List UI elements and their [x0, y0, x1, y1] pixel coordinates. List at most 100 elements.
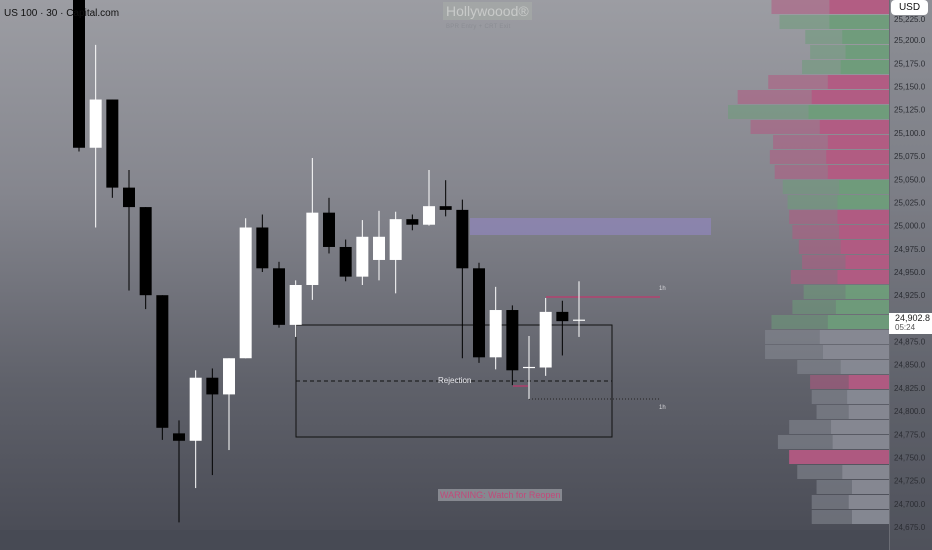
volume-profile-bar-value-area: [811, 90, 889, 104]
candle-body: [406, 219, 419, 225]
volume-profile-bar-value-area: [819, 330, 889, 344]
candle: [156, 295, 169, 440]
volume-profile-row: [768, 75, 889, 89]
volume-profile-bar-value-area: [822, 345, 889, 359]
candle: [106, 99, 119, 198]
watermark-subtitle: BPR Entry + CRT Exit: [446, 24, 511, 30]
candle-body: [173, 433, 186, 441]
candle: [489, 286, 502, 370]
imbalance-zone: [470, 218, 711, 235]
volume-profile-bar-value-area: [827, 315, 889, 329]
candle-body: [539, 311, 552, 368]
candle: [273, 261, 286, 328]
candle-body: [239, 227, 252, 359]
volume-profile-bar-value-area: [848, 495, 889, 509]
volume-profile-row: [798, 240, 889, 254]
volume-profile-bar-value-area: [827, 75, 889, 89]
volume-profile-bar-value-area: [829, 0, 889, 14]
candle: [573, 281, 586, 337]
candle-body: [356, 236, 369, 277]
candle-body: [306, 212, 319, 285]
volume-profile-bar-value-area: [840, 60, 889, 74]
volume-profile-bar-value-area: [840, 360, 889, 374]
candle-body: [223, 358, 236, 395]
candle-body: [439, 206, 452, 210]
volume-profile-bar-value-area: [845, 285, 889, 299]
candle: [256, 214, 269, 273]
volume-profile: [728, 0, 889, 524]
volume-profile-bar-value-area: [845, 255, 889, 269]
current-price-label: 24,902.8 05:24: [889, 313, 932, 334]
candle-body: [389, 219, 402, 260]
candle: [456, 199, 469, 359]
candle: [189, 370, 202, 489]
candle: [73, 0, 85, 152]
volume-profile-row: [774, 165, 889, 179]
candle-body: [339, 246, 352, 277]
volume-profile-bar-value-area: [835, 300, 889, 314]
candle: [473, 262, 486, 363]
candle: [306, 157, 319, 300]
volume-profile-row: [797, 465, 889, 479]
candle: [339, 239, 352, 282]
bar-countdown: 05:24: [895, 323, 916, 332]
candle-body: [89, 99, 102, 148]
candle-body: [206, 377, 219, 395]
volume-profile-row: [789, 450, 889, 464]
volume-profile-row: [782, 180, 889, 194]
price-axis[interactable]: [889, 0, 932, 550]
candle-body: [489, 310, 502, 358]
volume-profile-row: [802, 60, 889, 74]
volume-profile-bar-value-area: [837, 210, 889, 224]
candle-body: [423, 206, 436, 225]
volume-profile-row: [787, 195, 889, 209]
volume-profile-bar-value-area: [808, 105, 889, 119]
volume-profile-bar-value-area: [837, 195, 889, 209]
candle: [406, 214, 419, 231]
candle: [89, 44, 102, 228]
volume-profile-row: [769, 150, 889, 164]
candle: [223, 358, 236, 451]
volume-profile-row: [789, 420, 889, 434]
volume-profile-bar-value-area: [826, 150, 889, 164]
volume-profile-row: [765, 345, 889, 359]
candle-body: [289, 284, 302, 325]
volume-profile-row: [810, 45, 889, 59]
volume-profile-row: [802, 255, 889, 269]
volume-profile-bar-value-area: [851, 510, 889, 524]
candle-body: [373, 236, 386, 260]
volume-profile-bar-value-area: [837, 270, 889, 284]
timeframe-label-bottom: 1h: [659, 405, 666, 411]
volume-profile-bar-value-area: [845, 45, 889, 59]
volume-profile-row: [771, 315, 889, 329]
candle-body: [73, 0, 85, 148]
volume-profile-bar-value-area: [851, 480, 889, 494]
volume-profile-row: [816, 480, 889, 494]
time-axis[interactable]: [0, 530, 889, 550]
volume-profile-bar-value-area: [839, 225, 889, 239]
candles: [73, 0, 586, 523]
candle: [523, 335, 536, 400]
candle: [139, 207, 152, 310]
volume-profile-bar-value-area: [829, 15, 889, 29]
volume-profile-row: [811, 510, 889, 524]
candle-body: [273, 268, 286, 325]
candle: [423, 170, 436, 226]
volume-profile-row: [811, 390, 889, 404]
candle: [123, 170, 136, 291]
volume-profile-bar-value-area: [832, 435, 889, 449]
volume-profile-bar-value-area: [819, 120, 889, 134]
candle: [239, 218, 252, 359]
volume-profile-row: [797, 360, 889, 374]
candle-body: [256, 227, 269, 269]
symbol-title: US 100 · 30 · Capital.com: [4, 8, 120, 19]
currency-button[interactable]: USD: [891, 0, 928, 15]
volume-profile-row: [803, 285, 889, 299]
candle-body: [506, 310, 519, 371]
volume-profile-row: [737, 90, 889, 104]
candle-body: [323, 212, 336, 247]
volume-profile-row: [792, 225, 889, 239]
volume-profile-row: [789, 210, 889, 224]
rejection-label: Rejection: [438, 376, 472, 385]
